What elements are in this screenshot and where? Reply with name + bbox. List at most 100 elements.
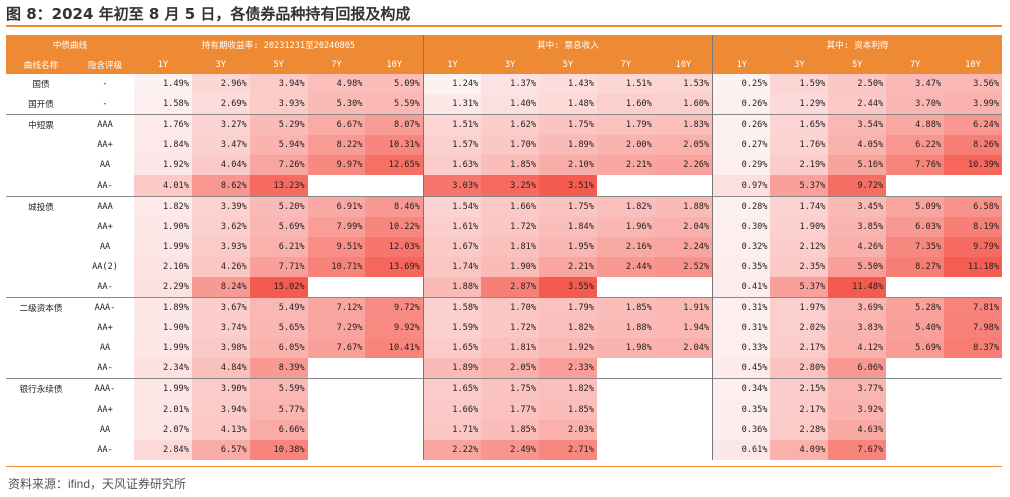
rating-cell: AA (99, 343, 111, 354)
hold-value-cell: 13.69% (365, 256, 424, 277)
gain-value-cell: 0.31% (712, 297, 771, 319)
coupon-value-cell: 1.59% (422, 318, 482, 339)
rating-cell: AA- (97, 363, 113, 374)
hold-value-cell: 2.69% (191, 94, 250, 115)
hold-value-cell: 5.59% (249, 378, 308, 400)
gain-value-cell: 2.12% (770, 236, 829, 257)
coupon-value-cell (597, 400, 655, 420)
hold-value-cell (308, 277, 366, 298)
hold-value-cell: 1.49% (134, 74, 192, 95)
gain-value-cell: 8.37% (944, 338, 1002, 359)
coupon-value-cell: 2.52% (654, 256, 713, 277)
coupon-value-cell: 1.72% (481, 216, 540, 237)
gain-value-cell (944, 440, 1002, 460)
hold-value-cell: 10.31% (365, 135, 424, 156)
gain-value-cell: 3.92% (828, 399, 887, 420)
coupon-value-cell: 2.24% (654, 236, 713, 257)
hold-value-cell (365, 378, 424, 400)
hold-value-cell: 1.89% (134, 297, 192, 319)
table-row: 中短票 AAA 1.76% 3.27% 5.29% 6.67% 8.07% 1.51% 1.62… (6, 114, 1002, 136)
table-row: AA+ 1.84% 3.47% 5.94% 8.22% 10.31% 1.57% 1.70% 1… (6, 135, 1002, 156)
gain-value-cell: 8.19% (944, 216, 1002, 237)
tenor-header: 5Y (539, 55, 597, 74)
coupon-value-cell: 1.89% (422, 358, 482, 379)
hold-value-cell: 6.05% (249, 338, 308, 359)
gain-value-cell: 3.85% (828, 216, 887, 237)
gain-value-cell: 0.30% (712, 216, 771, 237)
coupon-value-cell: 1.24% (422, 74, 482, 95)
hold-value-cell: 3.62% (191, 216, 250, 237)
rating-cell: AA- (97, 444, 113, 455)
coupon-value-cell: 3.51% (539, 175, 597, 197)
coupon-value-cell: 1.75% (481, 378, 540, 400)
hold-value-cell: 5.20% (249, 195, 308, 217)
table-row: 二级资本债 AAA- 1.89% 3.67% 5.49% 7.12% 9.72% 1.58% 1… (6, 297, 1002, 319)
gain-value-cell: 6.06% (828, 358, 887, 379)
hold-value-cell: 1.90% (134, 318, 192, 339)
coupon-value-cell (655, 400, 713, 420)
hold-value-cell: 2.10% (134, 256, 192, 277)
rating-cell: AAA- (76, 297, 135, 319)
coupon-value-cell: 1.65% (422, 338, 482, 359)
gain-value-cell: 5.37% (770, 276, 829, 298)
tenor-header: 7Y (307, 55, 366, 74)
hold-value-cell: 2.01% (134, 399, 192, 420)
gain-value-cell: 5.16% (828, 155, 887, 176)
table-row: 城投债 AAA 1.82% 3.39% 5.20% 6.91% 8.46% 1.54% 1.66… (6, 195, 1002, 217)
footer-rule (6, 466, 1002, 467)
hold-value-cell: 8.62% (191, 175, 250, 197)
gain-value-cell (944, 358, 1002, 379)
gain-value-cell: 0.32% (712, 236, 771, 257)
curve-name-cell: 中短票 (6, 114, 76, 136)
coupon-value-cell: 1.43% (539, 74, 597, 95)
gain-value-cell (944, 378, 1002, 400)
tenor-header: 10Y (944, 55, 1002, 74)
curve-name-header: 曲线名称 (6, 55, 76, 74)
coupon-value-cell: 1.85% (481, 419, 540, 440)
hold-value-cell: 15.02% (249, 276, 308, 298)
hold-value-cell: 6.21% (249, 236, 308, 257)
coupon-value-cell: 1.85% (539, 399, 597, 420)
gain-value-cell: 0.33% (712, 338, 771, 359)
curve-name-cell (6, 358, 76, 379)
curve-name-cell (6, 135, 76, 155)
hold-value-cell: 2.84% (134, 439, 192, 460)
hold-value-cell: 2.96% (191, 74, 250, 95)
gain-value-cell: 1.97% (770, 297, 829, 319)
coupon-value-cell (655, 440, 713, 460)
gain-value-cell: 1.65% (770, 114, 829, 136)
hold-value-cell: 3.93% (191, 236, 250, 257)
hold-value-cell: 12.03% (365, 236, 424, 257)
rating-cell: AA+ (97, 404, 113, 415)
gain-value-cell: 2.15% (770, 378, 829, 400)
coupon-value-cell: 1.85% (481, 155, 540, 176)
gain-value-cell: 4.05% (828, 135, 887, 156)
coupon-value-cell: 2.00% (596, 135, 655, 156)
hold-value-cell (365, 440, 423, 460)
hold-value-cell: 2.29% (134, 276, 192, 298)
coupon-value-cell: 3.55% (539, 276, 597, 298)
hold-value-cell (308, 420, 366, 440)
coupon-value-cell (597, 358, 655, 379)
hold-value-cell: 9.92% (365, 318, 424, 339)
gain-value-cell: 4.09% (770, 439, 829, 460)
hold-value-cell: 7.26% (249, 155, 308, 176)
gain-value-cell: 3.45% (828, 195, 887, 217)
rating-cell: AA (99, 241, 111, 252)
gain-value-cell: 3.54% (828, 114, 887, 136)
coupon-value-cell: 1.70% (481, 135, 540, 156)
rating-cell: AA (99, 160, 111, 171)
table-row: AA(2) 2.10% 4.26% 7.71% 10.71% 13.69% 1.74% 1.9… (6, 256, 1002, 277)
coupon-value-cell: 1.51% (422, 114, 482, 136)
table-row: AA 1.99% 3.93% 6.21% 9.51% 12.03% 1.67% 1.81% 1.… (6, 236, 1002, 257)
hold-value-cell: 1.99% (134, 378, 192, 400)
coupon-value-cell: 1.82% (596, 195, 655, 217)
coupon-value-cell: 1.82% (539, 318, 597, 339)
gain-value-cell: 6.58% (944, 195, 1002, 217)
rating-cell: AA- (97, 281, 113, 292)
coupon-value-cell: 1.75% (539, 195, 597, 217)
gain-value-cell: 0.35% (712, 256, 771, 277)
gain-value-cell: 6.03% (886, 216, 945, 237)
gain-value-cell: 2.28% (770, 419, 829, 440)
hold-value-cell: 6.57% (191, 439, 250, 460)
